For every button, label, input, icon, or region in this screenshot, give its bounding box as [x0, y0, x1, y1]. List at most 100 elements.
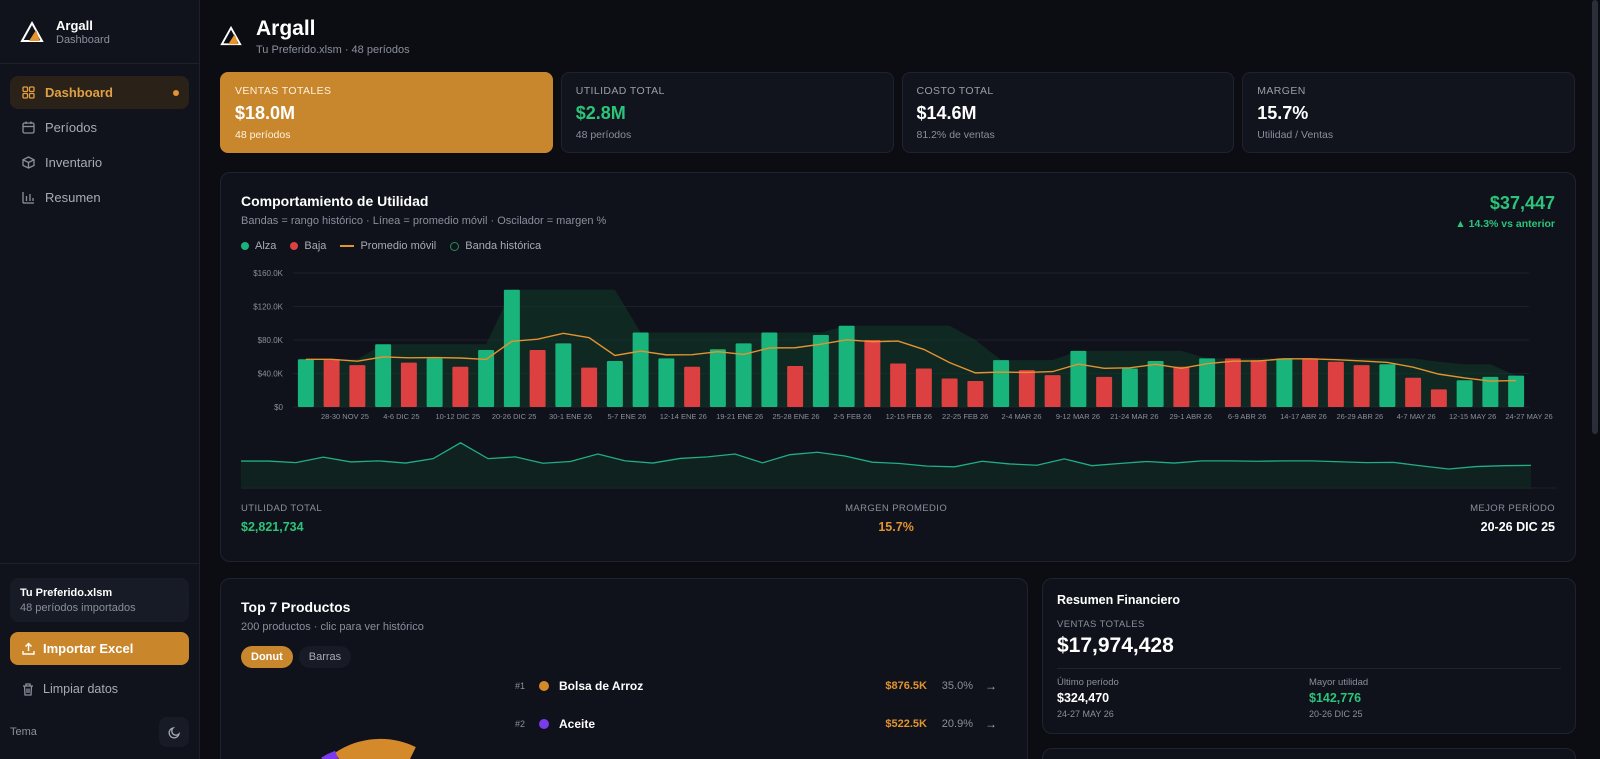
chart-bar [426, 358, 443, 407]
legend-down[interactable]: Baja [290, 240, 326, 252]
nav-menu: Dashboard Períodos Inventario Resumen [0, 64, 199, 228]
fin-columns: Último período $324,470 24-27 MAY 26 May… [1057, 677, 1561, 719]
change-badge: ▲ 14.3% vs anterior [1455, 218, 1555, 230]
stat-value: $2,821,734 [241, 520, 304, 534]
chart-bar [1250, 360, 1267, 407]
oscillator-line [241, 442, 1532, 470]
kpi-card-utilidad[interactable]: UTILIDAD TOTAL $2.8M 48 períodos [560, 72, 894, 153]
legend-moving-average[interactable]: Promedio móvil [340, 240, 436, 252]
chart-bar [632, 332, 649, 407]
upload-icon [22, 642, 35, 655]
kpi-card-costo[interactable]: COSTO TOTAL $14.6M 81.2% de ventas [901, 72, 1235, 153]
scrollbar[interactable] [1590, 0, 1600, 759]
product-pct: 20.9% [941, 718, 973, 730]
kpi-value: $2.8M [575, 103, 626, 123]
kpi-label: UTILIDAD TOTAL [575, 85, 665, 97]
clear-label: Limpiar datos [43, 682, 119, 696]
box-icon [22, 156, 35, 169]
kpi-sub: 48 períodos [235, 129, 291, 141]
x-tick-label: 2-5 FEB 26 [833, 412, 871, 421]
sidebar-footer: Tu Preferido.xlsm 48 períodos importados… [0, 563, 199, 759]
active-dot [173, 90, 179, 96]
page-title: Argall [256, 16, 316, 40]
sidebar-item-dashboard[interactable]: Dashboard [10, 76, 189, 109]
chart-bar [761, 332, 778, 407]
sidebar: Argall Dashboard Dashboard Períodos Inve… [0, 0, 200, 759]
chart-bar [864, 340, 881, 407]
x-tick-label: 19-21 ENE 26 [716, 412, 763, 421]
legend-label: Banda histórica [465, 240, 542, 252]
chart-bar [967, 381, 984, 407]
secondary-card [1042, 748, 1576, 759]
legend-label: Alza [255, 240, 277, 252]
product-color-dot [539, 719, 549, 729]
chart-bar [890, 363, 907, 407]
oscillator-area [241, 442, 1531, 489]
kpi-sub: Utilidad / Ventas [1257, 129, 1334, 141]
kpi-value: $14.6M [916, 103, 977, 123]
moon-icon [167, 726, 180, 739]
top7-title: Top 7 Productos [241, 599, 351, 615]
kpi-card-ventas[interactable]: VENTAS TOTALES $18.0M 48 períodos [220, 72, 553, 153]
legend-label: Baja [304, 240, 327, 252]
logo-icon [220, 25, 242, 46]
chart-bar [297, 359, 314, 407]
kpi-card-margen[interactable]: MARGEN 15.7% Utilidad / Ventas [1242, 72, 1575, 153]
chart-bar [1508, 375, 1525, 407]
chart-bar [1456, 380, 1473, 407]
chart-bar [606, 360, 623, 407]
chart-bar [787, 365, 804, 407]
chart-bar [1482, 376, 1499, 407]
chart-bar [1327, 361, 1344, 407]
chart-legend: Alza Baja Promedio móvil Banda histórica [241, 240, 1555, 252]
chart-bar [581, 367, 598, 407]
y-tick-label: $120.0K [253, 303, 283, 312]
chart-bar [838, 325, 855, 407]
product-name: Aceite [559, 717, 596, 731]
stat-value: 15.7% [878, 520, 914, 534]
kpi-label: VENTAS TOTALES [235, 85, 332, 97]
kpi-sub: 48 períodos [575, 129, 632, 141]
chart-bar [735, 343, 752, 407]
sidebar-item-label: Períodos [45, 120, 98, 135]
stat-best: MEJOR PERÍODO 20-26 DIC 25 [1470, 503, 1555, 534]
chart-bar [555, 343, 572, 407]
sidebar-item-periodos[interactable]: Períodos [10, 111, 189, 144]
donut-chart[interactable] [281, 725, 421, 759]
x-tick-label: 28-30 NOV 25 [321, 412, 369, 421]
theme-toggle-button[interactable] [159, 717, 189, 747]
chart-bar [709, 349, 726, 407]
x-tick-label: 12-15 MAY 26 [1449, 412, 1496, 421]
fin-col-date: 24-27 MAY 26 [1057, 709, 1114, 719]
product-value: $522.5K [885, 718, 927, 730]
sidebar-item-inventario[interactable]: Inventario [10, 146, 189, 179]
product-row-1[interactable]: #1 Bolsa de Arroz $876.5K 35.0% → [515, 679, 997, 693]
scrollbar-thumb[interactable] [1592, 0, 1598, 434]
clear-data-button[interactable]: Limpiar datos [10, 673, 189, 705]
main-content: Argall Tu Preferido.xlsm · 48 períodos V… [220, 0, 1576, 759]
chart-bar [1353, 365, 1370, 407]
chart-bar [1173, 366, 1190, 407]
chart-bar [1147, 360, 1164, 407]
toggle-donut[interactable]: Donut [241, 646, 293, 668]
product-rank: #2 [515, 719, 526, 729]
kpi-label: COSTO TOTAL [916, 85, 994, 97]
theme-label: Tema [10, 726, 37, 738]
kpi-label: MARGEN [1257, 85, 1306, 97]
import-excel-button[interactable]: Importar Excel [10, 632, 189, 665]
file-card: Tu Preferido.xlsm 48 períodos importados [10, 578, 189, 622]
arrow-right-icon: → [985, 717, 997, 731]
current-value: $37,447 [1489, 193, 1555, 213]
utility-bar-chart: $160.0K $120.0K $80.0K $40.0K $0 28-30 NOV 25… [253, 269, 1552, 421]
legend-band[interactable]: Banda histórica [450, 240, 541, 252]
sidebar-item-resumen[interactable]: Resumen [10, 181, 189, 214]
x-tick-label: 29-1 ABR 26 [1169, 412, 1212, 421]
x-tick-label: 5-7 ENE 26 [608, 412, 647, 421]
product-row-2[interactable]: #2 Aceite $522.5K 20.9% → [515, 717, 997, 731]
chart-bar [658, 358, 675, 407]
toggle-barras[interactable]: Barras [298, 646, 352, 668]
legend-up[interactable]: Alza [241, 240, 276, 252]
chart-bar [503, 289, 520, 407]
stat-label: MEJOR PERÍODO [1470, 503, 1555, 514]
chart-bar [1276, 358, 1293, 407]
